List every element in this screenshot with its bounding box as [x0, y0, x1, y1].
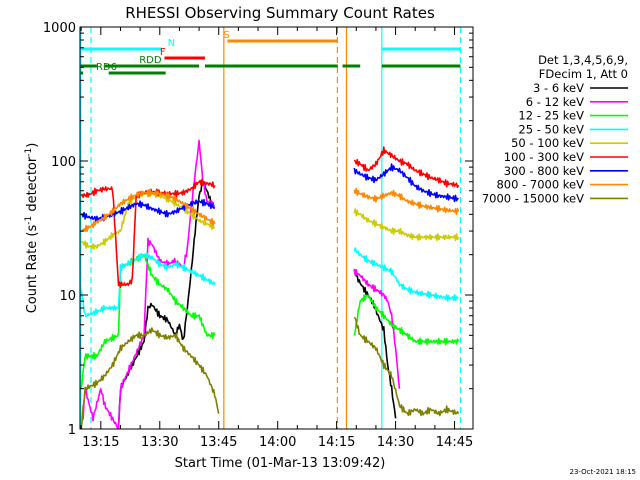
legend-label: 100 - 300 keV	[504, 150, 584, 164]
attenuator-markers	[80, 27, 462, 429]
flag-label: RD6	[96, 62, 117, 73]
x-tick-label: 14:45	[436, 435, 473, 450]
plot-frame	[79, 26, 474, 430]
flag-label: RDD	[139, 55, 162, 66]
flag-label: S	[223, 30, 229, 41]
legend-label: 7000 - 15000 keV	[482, 191, 584, 205]
series-line	[353, 316, 460, 417]
series-line	[353, 268, 401, 389]
x-tick-label: 13:15	[82, 435, 119, 450]
series-line	[353, 187, 460, 216]
series-line	[81, 188, 216, 233]
plot-area: NF S RDD RD6	[80, 27, 462, 429]
series-line	[80, 327, 220, 429]
legend-label: 12 - 25 keV	[518, 109, 584, 123]
y-axis-label-part-1: Count Rate (s	[25, 225, 40, 314]
series-line	[353, 247, 459, 302]
series-line	[353, 269, 397, 419]
x-tick-label: 13:30	[141, 435, 178, 450]
y-tick-label: 10	[59, 289, 76, 304]
y-axis-label: Count Rate (s-1 detector-1)	[24, 143, 40, 314]
y-axis-label-part-3: )	[25, 143, 40, 148]
legend-header-2: FDecim 1, Att 0	[539, 67, 628, 81]
x-tick-label: 14:30	[377, 435, 414, 450]
series-line	[117, 181, 216, 429]
series-line	[80, 252, 216, 318]
legend-header-1: Det 1,3,4,5,6,9,	[538, 53, 628, 67]
series-line	[353, 163, 459, 203]
y-tick-label: 1	[68, 423, 76, 438]
legend-label: 3 - 6 keV	[533, 81, 584, 95]
y-axis-label-part-2: detector	[25, 156, 40, 216]
flag-label: F	[160, 47, 166, 58]
y-tick-label: 1000	[43, 21, 76, 36]
x-axis-label: Start Time (01-Mar-13 13:09:42)	[175, 456, 386, 471]
legend: Det 1,3,4,5,6,9, FDecim 1, Att 0 3 - 6 k…	[482, 53, 628, 205]
x-tick-label: 14:15	[318, 435, 355, 450]
x-tick-label: 13:45	[200, 435, 237, 450]
legend-label: 300 - 800 keV	[504, 164, 584, 178]
series-layer	[80, 139, 460, 429]
y-axis-label-exponent-1: -1	[24, 216, 34, 225]
flag-bars: NF S RDD RD6	[80, 30, 461, 75]
legend-label: 6 - 12 keV	[526, 95, 584, 109]
y-axis-label-exponent-2: -1	[24, 148, 34, 157]
series-line	[353, 208, 460, 242]
legend-label: 50 - 100 keV	[511, 136, 584, 150]
series-line	[80, 253, 216, 389]
series-line	[353, 294, 460, 346]
plot-timestamp: 23-Oct-2021 18:15	[570, 468, 636, 476]
chart-title: RHESSI Observing Summary Count Rates	[125, 4, 435, 22]
legend-label: 25 - 50 keV	[518, 122, 584, 136]
flag-label: N	[168, 38, 175, 49]
legend-label: 800 - 7000 keV	[496, 178, 584, 192]
series-line	[81, 189, 216, 250]
x-axis: 13:15 13:30 13:45 14:00 14:15 14:30 14:45	[80, 27, 473, 450]
series-line	[353, 146, 460, 189]
y-axis: 1 10 100 1000	[43, 21, 473, 438]
series-line	[82, 139, 216, 429]
x-tick-label: 14:00	[259, 435, 296, 450]
y-tick-label: 100	[51, 155, 76, 170]
